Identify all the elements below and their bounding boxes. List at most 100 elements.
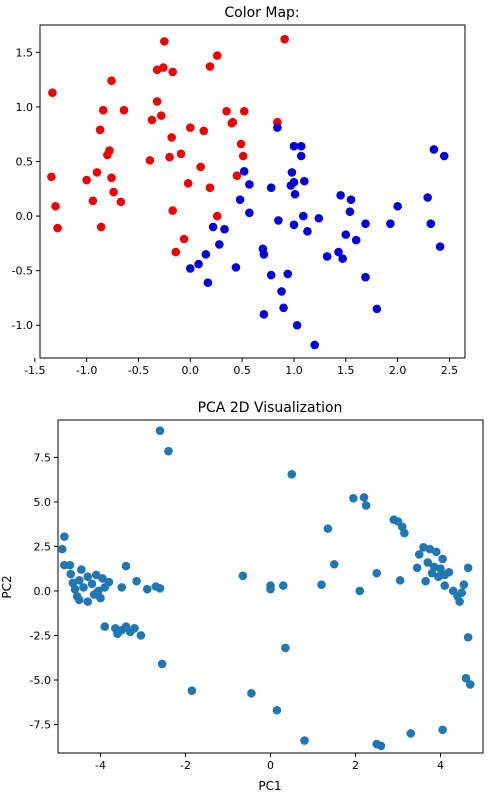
scatter-point [345, 207, 355, 216]
y-tick-label: 5.0 [34, 496, 52, 509]
scatter-point [296, 151, 306, 161]
scatter-point [205, 183, 215, 192]
scatter-point [53, 223, 62, 233]
scatter-point [292, 320, 302, 330]
scatter-point [212, 51, 222, 60]
scatter-point [222, 106, 231, 116]
y-tick-label: -1.0 [12, 319, 33, 332]
scatter-point [438, 725, 447, 735]
scatter-point [259, 310, 269, 319]
scatter-point [155, 583, 165, 593]
y-tick-label: 7.5 [34, 451, 52, 464]
scatter-point [147, 115, 157, 125]
scatter-point [303, 227, 312, 236]
x-tick-label: 2 [352, 759, 359, 772]
scatter-point [281, 643, 290, 653]
scatter-point [48, 88, 57, 97]
scatter-point [119, 105, 129, 115]
x-tick-label: -4 [95, 759, 106, 772]
scatter-point [74, 595, 84, 605]
scatter-point [109, 187, 118, 197]
scatter-point [247, 689, 256, 698]
scatter-point [438, 554, 447, 564]
scatter-point [298, 211, 308, 221]
scatter-point [168, 206, 177, 215]
scatter-point [208, 222, 218, 232]
scatter-point [300, 176, 309, 186]
scatter-point [77, 565, 86, 574]
y-tick-label: -5.0 [30, 674, 51, 687]
scatter-point [88, 196, 98, 206]
scatter-point [266, 581, 275, 590]
scatter-point [349, 494, 358, 503]
scatter-point [98, 574, 107, 583]
scatter-point [310, 340, 319, 350]
scatter-point [361, 501, 371, 510]
scatter-point [355, 586, 365, 596]
pca-2d-chart: PCA 2D Visualization PC1 PC2 -4 -2 0 2 4 7.5 5… [0, 400, 484, 793]
x-tick-label: 0.5 [233, 364, 251, 377]
scatter-point [142, 584, 152, 594]
y-tick-label: -2.5 [30, 629, 51, 642]
y-tick-label: 2.5 [34, 540, 52, 553]
scatter-point [372, 568, 382, 578]
scatter-point [83, 597, 93, 606]
scatter-point [431, 547, 441, 557]
scatter-point [322, 252, 332, 261]
x-tick-label: -2 [180, 759, 191, 772]
scatter-point [457, 588, 467, 598]
scatter-point [92, 168, 102, 177]
scatter-point [179, 234, 189, 244]
scatter-point [82, 175, 91, 185]
scatter-point [376, 741, 386, 751]
y-tick-label: 1.5 [16, 46, 34, 59]
scatter-point [296, 141, 306, 151]
y-tick-label: 0.5 [16, 155, 34, 168]
scatter-point [196, 162, 205, 172]
axis-ticks: -4 -2 0 2 4 7.5 5.0 2.5 0.0 -2.5 -5.0 -7.5 [30, 451, 444, 772]
scatter-point [436, 564, 445, 573]
scatter-point [287, 470, 297, 479]
scatter-point [183, 179, 193, 188]
scatter-point [116, 197, 126, 207]
x-tick-label: 4 [437, 759, 444, 772]
scatter-point [47, 172, 56, 182]
scatter-point [228, 117, 238, 127]
scatter-point [187, 686, 197, 695]
scatter-point [287, 168, 297, 177]
scatter-point [199, 126, 209, 136]
y-tick-label: -0.5 [12, 265, 33, 278]
x-tick-label: 1.0 [285, 364, 303, 377]
scatter-point [83, 572, 93, 582]
scatter-point [194, 259, 203, 269]
scatter-point [395, 575, 405, 585]
y-axis-label: PC2 [0, 575, 14, 598]
x-tick-label: -1.0 [76, 364, 97, 377]
scatter-point [117, 583, 127, 592]
scatter-point [60, 532, 69, 541]
y-tick-label: 0.0 [34, 585, 52, 598]
x-tick-label: 0.0 [182, 364, 200, 377]
scatter-point [100, 622, 110, 631]
scatter-point [329, 559, 339, 569]
scatter-point [164, 446, 173, 456]
data-points [57, 426, 475, 751]
x-tick-label: -0.5 [128, 364, 149, 377]
scatter-point [386, 219, 395, 229]
scatter-point [372, 304, 382, 314]
scatter-point [359, 493, 369, 502]
scatter-point [266, 183, 276, 192]
chart-title: PCA 2D Visualization [198, 400, 343, 416]
scatter-point [232, 171, 242, 180]
scatter-point [136, 631, 146, 640]
scatter-point [186, 123, 195, 132]
scatter-point [236, 139, 246, 149]
scatter-point [400, 528, 409, 538]
scatter-point [107, 173, 116, 183]
scatter-point [351, 235, 361, 245]
scatter-point [280, 34, 289, 44]
plot-frame [39, 24, 466, 359]
scatter-point [444, 567, 454, 577]
scatter-point [341, 230, 351, 239]
x-tick-label: 2.5 [441, 364, 459, 377]
